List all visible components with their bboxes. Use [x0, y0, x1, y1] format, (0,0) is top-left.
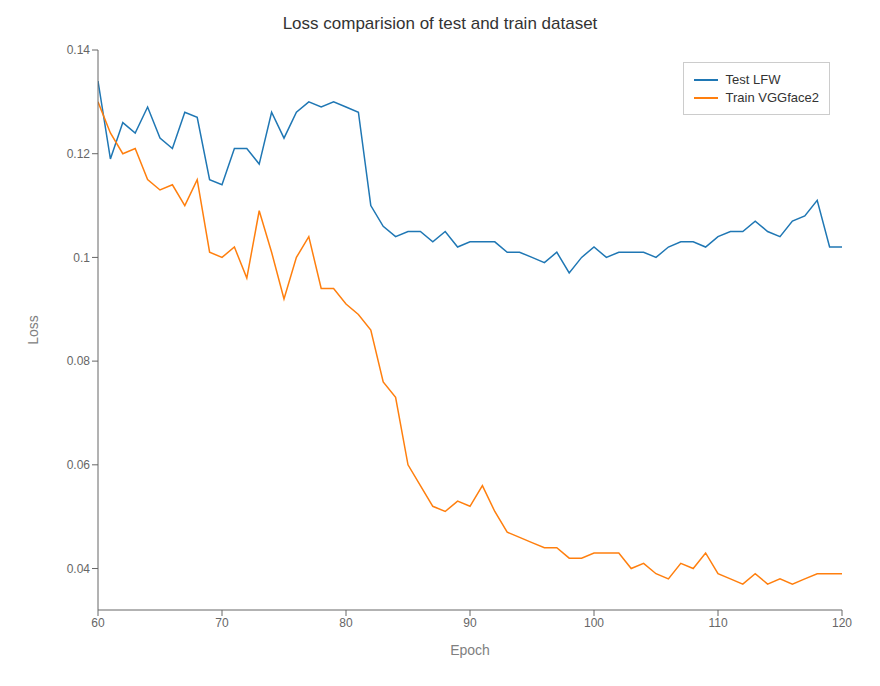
svg-text:120: 120 [832, 616, 852, 630]
svg-text:0.14: 0.14 [67, 43, 91, 57]
svg-text:0.08: 0.08 [67, 354, 91, 368]
svg-text:0.12: 0.12 [67, 147, 91, 161]
svg-text:Loss: Loss [25, 315, 41, 345]
svg-text:Epoch: Epoch [450, 642, 490, 658]
svg-text:0.06: 0.06 [67, 458, 91, 472]
svg-text:90: 90 [463, 616, 477, 630]
svg-text:70: 70 [215, 616, 229, 630]
svg-text:80: 80 [339, 616, 353, 630]
svg-text:100: 100 [584, 616, 604, 630]
html-text:Train VGGface2: Train VGGface2 [725, 90, 819, 105]
html-text:Loss comparision of test and t: Loss comparision of test and train datas… [282, 14, 598, 33]
svg-text:110: 110 [708, 616, 727, 630]
svg-text:60: 60 [91, 616, 105, 630]
html-text:Test LFW: Test LFW [725, 72, 781, 87]
svg-text:0.04: 0.04 [67, 562, 91, 576]
svg-text:0.1: 0.1 [73, 251, 90, 265]
